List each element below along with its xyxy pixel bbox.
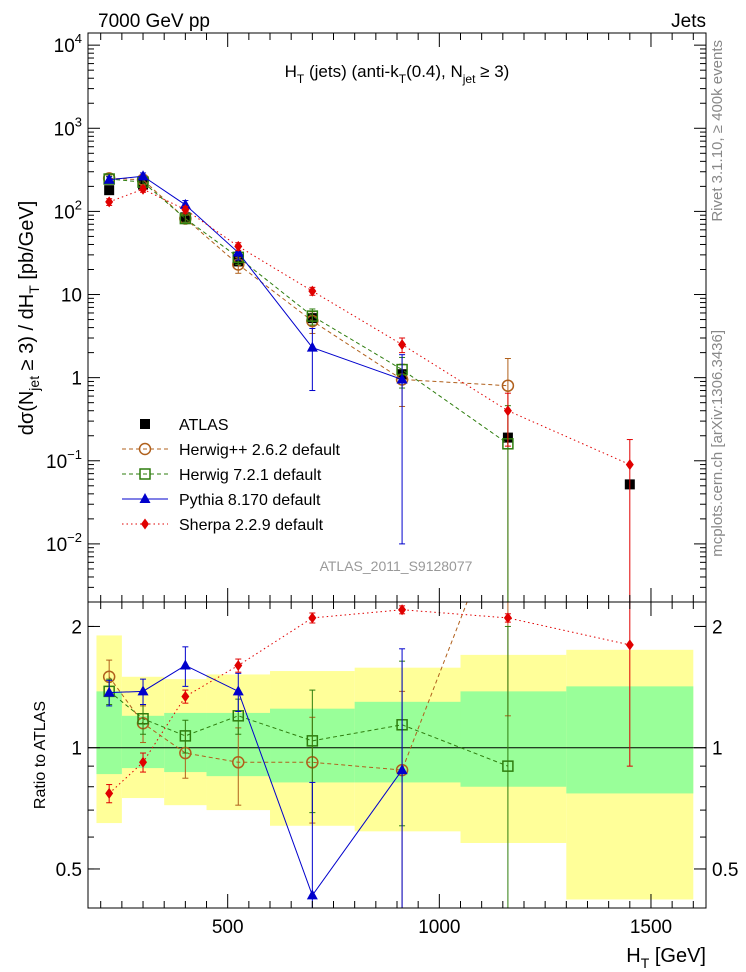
point-sherpa (625, 459, 634, 471)
x-tick-label: 1000 (418, 917, 460, 938)
legend-marker-herwig7 (139, 468, 151, 480)
ratio-y-label: Ratio to ATLAS (32, 701, 49, 809)
header-process: Jets (671, 11, 706, 32)
point-pythia (103, 173, 115, 184)
y-tick-label: 103 (54, 114, 82, 140)
legend-marker-pythia (139, 493, 151, 503)
series-line-herwigpp (109, 177, 508, 387)
x-axis-label: HT [GeV] (626, 945, 706, 971)
series-pythia (103, 646, 408, 908)
legend-item-herwig7: Herwig 7.2.1 default (122, 467, 322, 484)
legend-marker-herwigpp (138, 442, 152, 456)
series-layer (102, 602, 634, 908)
point-pythia (306, 889, 318, 900)
series-line-pythia (109, 175, 403, 380)
point-sherpa (308, 612, 317, 624)
point-sherpa (105, 196, 114, 208)
point-herwig7 (306, 310, 319, 322)
series-line-pythia (109, 664, 403, 897)
x-tick-label: 500 (212, 917, 244, 938)
point-atlas (104, 185, 115, 196)
point-sherpa (139, 756, 148, 768)
point-pythia (137, 170, 149, 181)
point-sherpa (308, 285, 317, 297)
legend-marker-sherpa (141, 518, 149, 530)
y-tick-label: 0.5 (56, 860, 82, 881)
chart-title: HT (jets) (anti-kT(0.4), Njet ≥ 3) (285, 62, 510, 86)
y-tick-label: 10−1 (46, 447, 82, 473)
y-tick-label: 102 (54, 197, 82, 223)
legend-marker-atlas (140, 419, 150, 429)
point-pythia (179, 659, 191, 670)
point-sherpa (503, 405, 512, 417)
y-tick-label: 10 (61, 286, 82, 307)
y-tick-label: 1 (71, 739, 82, 760)
point-sherpa (139, 183, 148, 195)
main-panel: 10−2 10−1 1 10 102 103 104 HT (jets) (anti-kT(0… (16, 31, 707, 603)
header-energy: 7000 GeV pp (98, 11, 210, 32)
point-pythia (396, 373, 408, 384)
legend-label: ATLAS (179, 417, 229, 434)
analysis-label: ATLAS_2011_S9128077 (320, 558, 473, 574)
series-pythia (103, 170, 408, 545)
point-herwig7 (137, 713, 149, 725)
point-pythia (396, 764, 408, 775)
y-tick-label: 10−2 (46, 530, 82, 556)
band-inner (460, 691, 567, 787)
ratio-panel: 0.5 0.5 1 1 2 2 Ratio to ATLAS 500 1000 1500 HT [G… (32, 601, 738, 971)
series-layer (102, 170, 635, 602)
mcplots-label: mcplots.cern.ch [arXiv:1306.3436] (709, 330, 726, 557)
legend-item-pythia: Pythia 8.170 default (122, 492, 321, 509)
point-sherpa (181, 691, 190, 703)
legend-label: Pythia 8.170 default (179, 492, 321, 509)
point-herwig7 (306, 735, 319, 747)
legend-item-sherpa: Sherpa 2.2.9 default (122, 517, 324, 534)
point-herwig7 (502, 760, 514, 772)
legend-item-atlas: ATLAS (140, 417, 229, 434)
y-tick-label-right: 2 (712, 617, 723, 638)
series-herwigpp (102, 172, 515, 602)
rivet-label: Rivet 3.1.10, ≥ 400k events (709, 40, 726, 222)
series-herwig7 (103, 173, 514, 602)
point-pythia (306, 341, 318, 352)
point-sherpa (398, 604, 407, 616)
point-herwigpp (501, 379, 515, 392)
point-sherpa (105, 787, 114, 799)
legend: ATLAS Herwig++ 2.6.2 default Herwig 7.2.1 … (122, 417, 341, 534)
y-tick-label-right: 1 (712, 739, 723, 760)
legend-label: Herwig 7.2.1 default (179, 467, 322, 484)
legend-label: Herwig++ 2.6.2 default (179, 442, 341, 459)
y-tick-label: 2 (71, 617, 82, 638)
point-pythia (103, 686, 115, 697)
x-tick-label: 1500 (630, 917, 672, 938)
legend-label: Sherpa 2.2.9 default (179, 517, 324, 534)
series-sherpa (105, 602, 634, 804)
y-axis-label: dσ(Njet ≥ 3) / dHT [pb/GeV] (16, 201, 42, 436)
point-herwig7 (179, 730, 192, 742)
point-sherpa (234, 240, 243, 252)
series-line-sherpa (108, 609, 630, 794)
point-pythia (232, 685, 244, 696)
point-sherpa (234, 659, 243, 671)
point-sherpa (398, 339, 407, 351)
y-tick-label-right: 0.5 (712, 860, 738, 881)
series-sherpa (105, 183, 634, 602)
point-pythia (137, 685, 149, 696)
point-sherpa (625, 639, 634, 651)
point-herwigpp (232, 756, 245, 769)
point-sherpa (503, 612, 512, 624)
y-tick-label: 1 (71, 369, 82, 390)
point-sherpa (181, 204, 190, 216)
legend-item-herwigpp: Herwig++ 2.6.2 default (122, 442, 341, 459)
y-tick-label: 104 (54, 31, 82, 57)
